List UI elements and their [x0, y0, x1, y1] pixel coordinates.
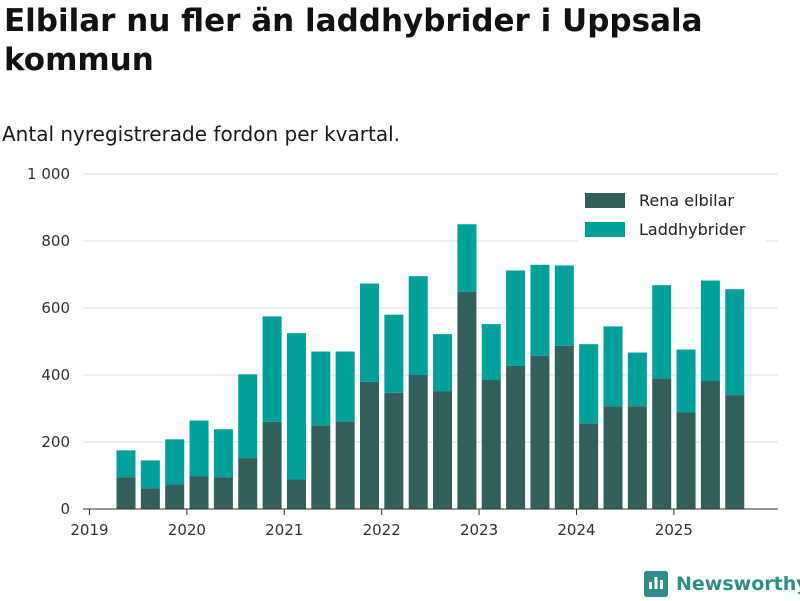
chart-subtitle: Antal nyregistrerade fordon per kvartal. — [2, 122, 401, 146]
bar-rena-elbilar — [725, 395, 745, 509]
bar-rena-elbilar — [627, 406, 647, 509]
bar-laddhybrider — [384, 314, 404, 393]
chart-title: Elbilar nu fler än laddhybrider i Uppsal… — [4, 3, 703, 78]
bar-laddhybrider — [457, 224, 477, 292]
bar-laddhybrider — [408, 276, 428, 375]
y-tick-label: 0 — [60, 500, 70, 518]
bar-laddhybrider — [506, 270, 526, 366]
bar-rena-elbilar — [506, 365, 526, 509]
bar-rena-elbilar — [384, 392, 404, 509]
newsworthy-logo-icon — [644, 571, 668, 597]
bar-rena-elbilar — [238, 458, 258, 509]
brand-footer: Newsworthy — [644, 568, 800, 600]
y-tick-label: 200 — [41, 433, 70, 451]
bar-rena-elbilar — [165, 484, 185, 509]
legend-label-electric: Rena elbilar — [639, 191, 734, 210]
bar-laddhybrider — [652, 285, 672, 379]
y-tick-label: 800 — [41, 232, 70, 250]
legend-swatch-hybrid — [585, 222, 625, 237]
bar-laddhybrider — [676, 349, 696, 413]
bar-laddhybrider — [360, 283, 379, 382]
bar-rena-elbilar — [530, 355, 550, 509]
bar-laddhybrider — [140, 460, 160, 489]
bar-rena-elbilar — [433, 391, 453, 509]
legend-swatch-electric — [585, 193, 625, 208]
bar-rena-elbilar — [360, 381, 379, 509]
bar-laddhybrider — [286, 333, 306, 480]
bar-laddhybrider — [213, 429, 233, 478]
bar-laddhybrider — [433, 334, 453, 392]
bar-rena-elbilar — [116, 477, 136, 509]
bar-rena-elbilar — [603, 406, 623, 509]
bar-rena-elbilar — [652, 378, 672, 509]
bar-laddhybrider — [165, 439, 185, 485]
y-tick-label: 400 — [41, 366, 70, 384]
bar-rena-elbilar — [481, 380, 501, 509]
bar-rena-elbilar — [457, 291, 477, 509]
bar-rena-elbilar — [700, 381, 720, 509]
x-tick-label: 2025 — [655, 521, 693, 539]
bar-laddhybrider — [700, 280, 720, 382]
bar-rena-elbilar — [286, 479, 306, 509]
x-tick-label: 2020 — [168, 521, 206, 539]
bars — [116, 224, 745, 509]
bar-rena-elbilar — [408, 375, 428, 509]
bar-laddhybrider — [116, 450, 136, 478]
x-tick-label: 2021 — [265, 521, 303, 539]
x-tick-label: 2023 — [460, 521, 498, 539]
bar-laddhybrider — [725, 289, 745, 396]
bar-rena-elbilar — [676, 412, 696, 509]
legend-label-hybrid: Laddhybrider — [639, 220, 746, 239]
bar-laddhybrider — [481, 324, 501, 381]
y-tick-label: 1 000 — [27, 165, 70, 183]
bar-rena-elbilar — [311, 425, 331, 509]
bar-rena-elbilar — [262, 421, 282, 509]
bar-rena-elbilar — [335, 421, 355, 509]
bar-laddhybrider — [554, 265, 574, 346]
x-tick-label: 2019 — [70, 521, 108, 539]
bar-rena-elbilar — [189, 476, 209, 509]
bar-laddhybrider — [262, 316, 282, 422]
bar-laddhybrider — [579, 344, 599, 424]
bar-laddhybrider — [189, 420, 209, 477]
x-tick-label: 2022 — [363, 521, 401, 539]
bar-laddhybrider — [335, 351, 355, 422]
bar-rena-elbilar — [213, 477, 233, 509]
bar-laddhybrider — [311, 351, 331, 426]
brand-name: Newsworthy — [676, 573, 800, 595]
bar-rena-elbilar — [554, 345, 574, 509]
bar-laddhybrider — [627, 352, 647, 407]
bar-laddhybrider — [603, 326, 623, 407]
y-tick-label: 600 — [41, 299, 70, 317]
bar-laddhybrider — [530, 264, 550, 356]
legend: Rena elbilar Laddhybrider — [578, 183, 766, 245]
axes: 0 200 400 600 800 1 000 2019 2020 2021 2022 2023 20… — [27, 165, 778, 539]
bar-rena-elbilar — [579, 423, 599, 509]
x-tick-label: 2024 — [557, 521, 595, 539]
bar-laddhybrider — [238, 374, 258, 459]
bar-rena-elbilar — [140, 488, 160, 509]
stacked-bar-chart: 0 200 400 600 800 1 000 2019 2020 2021 2022 2023 20… — [27, 165, 778, 539]
